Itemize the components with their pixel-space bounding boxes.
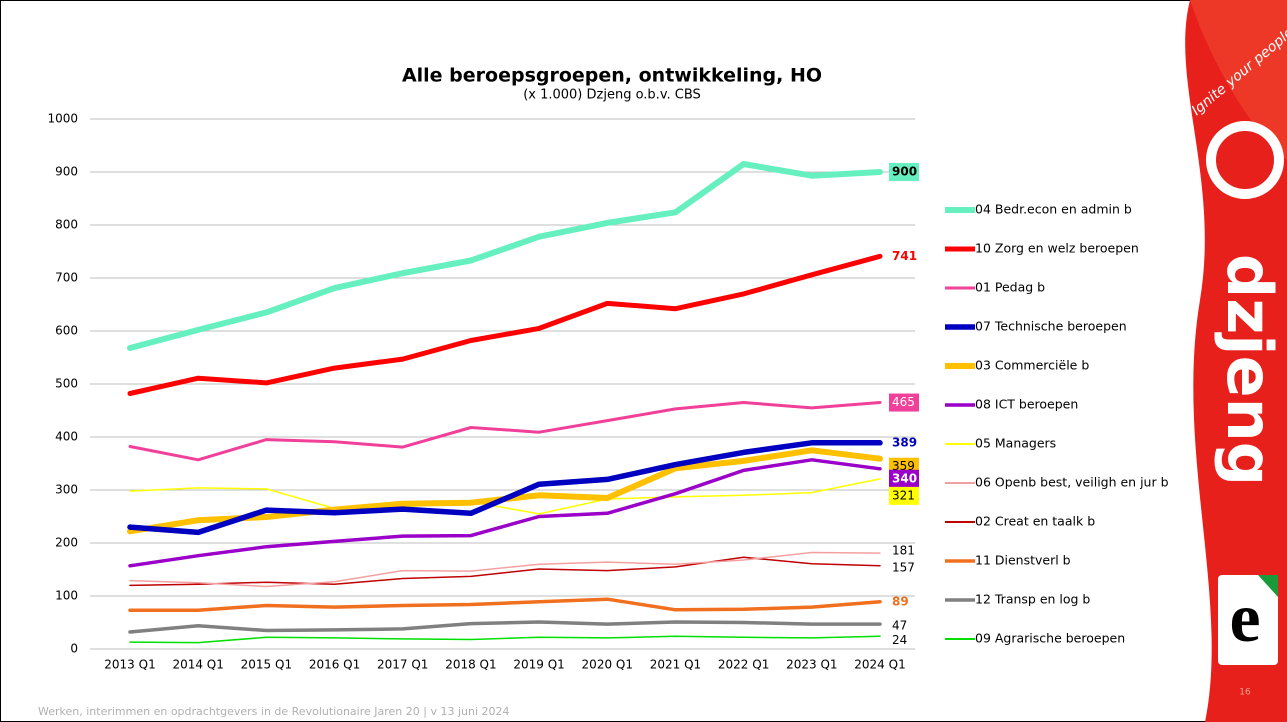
series-line — [128, 620, 882, 634]
legend-label: 11 Dienstverl b — [975, 553, 1071, 568]
x-tick-label: 2014 Q1 — [172, 658, 223, 672]
x-tick-label: 2023 Q1 — [786, 658, 837, 672]
x-tick-label: 2017 Q1 — [377, 658, 428, 672]
y-tick-label: 500 — [55, 377, 78, 391]
end-label: 89 — [892, 594, 909, 608]
y-tick-label: 800 — [55, 218, 78, 232]
y-tick-label: 700 — [55, 271, 78, 285]
legend-label: 01 Pedag b — [975, 280, 1045, 295]
series-line — [128, 458, 882, 568]
legend-label: 05 Managers — [975, 436, 1056, 451]
series-line — [127, 253, 883, 396]
legend-label: 12 Transp en log b — [975, 592, 1090, 607]
y-tick-label: 1000 — [47, 112, 78, 126]
x-tick-label: 2019 Q1 — [513, 658, 564, 672]
legend-label: 02 Creat en taalk b — [975, 514, 1095, 529]
series-line — [129, 478, 881, 515]
end-label: 900 — [892, 165, 917, 179]
x-tick-label: 2020 Q1 — [582, 658, 633, 672]
end-label: 47 — [892, 619, 907, 633]
end-label: 359 — [892, 459, 915, 473]
end-label-box — [889, 163, 919, 181]
legend-label: 09 Agrarische beroepen — [975, 631, 1125, 646]
series-line — [129, 551, 881, 588]
x-tick-label: 2021 Q1 — [650, 658, 701, 672]
brand-name: dzjeng — [1213, 254, 1286, 486]
end-label: 321 — [892, 488, 915, 502]
end-label: 24 — [892, 633, 907, 647]
x-tick-label: 2015 Q1 — [241, 658, 292, 672]
end-label: 389 — [892, 435, 917, 449]
series-line — [127, 161, 883, 351]
legend-label: 10 Zorg en welz beroepen — [975, 241, 1139, 256]
y-tick-label: 200 — [55, 536, 78, 550]
series-line — [127, 440, 883, 536]
y-tick-label: 300 — [55, 483, 78, 497]
logo-corner — [1258, 575, 1278, 597]
legend-label: 04 Bedr.econ en admin b — [975, 202, 1132, 217]
page-number: 16 — [1239, 688, 1251, 698]
legend-label: 07 Technische beroepen — [975, 319, 1127, 334]
chart-subtitle: (x 1.000) Dzjeng o.b.v. CBS — [523, 88, 701, 103]
brand-banner — [1185, 0, 1287, 722]
y-tick-label: 900 — [55, 165, 78, 179]
series-line — [128, 597, 882, 613]
end-label: 181 — [892, 544, 915, 558]
end-label-box — [889, 393, 919, 412]
legend-label: 06 Openb best, veiligh en jur b — [975, 475, 1169, 490]
chart-title: Alle beroepsgroepen, ontwikkeling, HO — [402, 65, 822, 87]
end-label: 741 — [892, 249, 917, 263]
legend-label: 03 Commerciële b — [975, 358, 1089, 373]
logo: e — [1229, 580, 1260, 657]
end-label: 157 — [892, 560, 915, 574]
legend-label: 08 ICT beroepen — [975, 397, 1078, 412]
end-label: 340 — [892, 471, 917, 485]
y-tick-label: 0 — [70, 642, 78, 656]
x-tick-label: 2013 Q1 — [104, 658, 155, 672]
x-tick-label: 2016 Q1 — [309, 658, 360, 672]
end-label: 465 — [892, 395, 915, 409]
x-tick-label: 2024 Q1 — [854, 658, 905, 672]
brand-flame — [1206, 121, 1284, 199]
x-tick-label: 2022 Q1 — [718, 658, 769, 672]
brand-highlight — [1190, 0, 1287, 160]
y-tick-label: 600 — [55, 324, 78, 338]
y-tick-label: 100 — [55, 589, 78, 603]
series-line — [128, 401, 882, 462]
end-label-box — [889, 486, 919, 505]
x-tick-label: 2018 Q1 — [445, 658, 496, 672]
logo-box — [1218, 575, 1278, 665]
footer: Werken, interimmen en opdrachtgevers in … — [38, 705, 510, 718]
series-line — [129, 635, 881, 644]
y-tick-label: 400 — [55, 430, 78, 444]
end-label-box — [889, 469, 919, 488]
